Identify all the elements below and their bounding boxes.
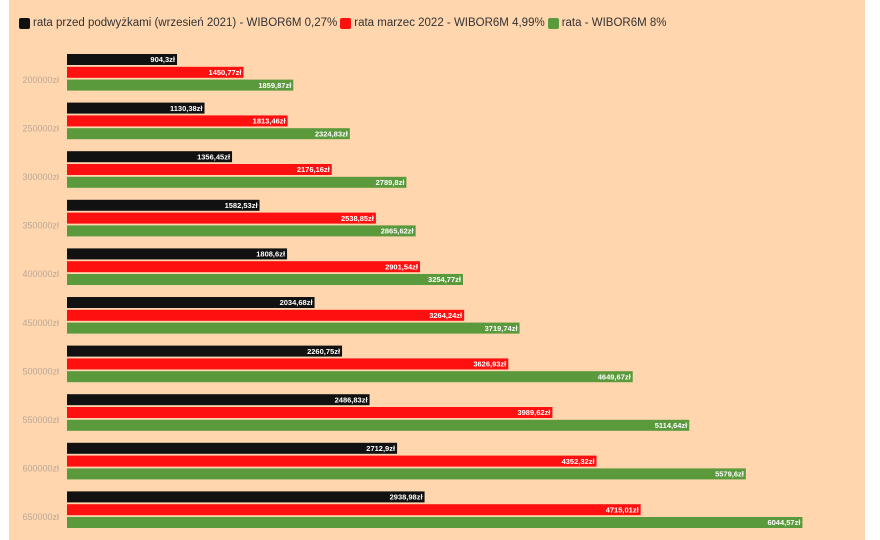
bar-green[interactable] <box>67 274 463 285</box>
category-label: 650000zł <box>22 512 59 522</box>
category-label: 500000zł <box>22 366 59 376</box>
category-label: 200000zł <box>22 75 59 85</box>
bar-value-label: 1130,38zł <box>170 104 203 113</box>
bar-value-label: 6044,57zł <box>767 518 801 527</box>
bar-value-label: 1356,45zł <box>197 152 231 161</box>
legend-label-green: rata - WIBOR6M 8% <box>561 17 667 29</box>
legend-swatch-before <box>19 17 30 29</box>
bar-before[interactable] <box>67 102 205 114</box>
bar-before[interactable] <box>67 442 398 454</box>
bar-green[interactable] <box>67 419 690 431</box>
category-label: 400000zł <box>22 269 59 279</box>
legend-item-before[interactable]: rata przed podwyżkami (wrzesień 2021) - … <box>19 17 337 29</box>
bar-before[interactable] <box>67 345 343 357</box>
bar-value-label: 2865,62zł <box>381 227 415 236</box>
bar-value-label: 2901,54zł <box>385 262 419 271</box>
bar-value-label: 3254,77zł <box>428 275 462 284</box>
legend-swatch-green <box>547 17 559 29</box>
bar-value-label: 1450,77zł <box>209 68 243 77</box>
bar-before[interactable] <box>67 151 233 163</box>
category-label: 450000zł <box>22 318 59 328</box>
category-label: 250000zł <box>22 123 59 133</box>
bar-value-label: 2486,83zł <box>335 395 369 404</box>
bar-value-label: 2324,83zł <box>315 129 349 138</box>
bar-green[interactable] <box>67 225 416 237</box>
bar-march[interactable] <box>67 455 597 467</box>
bar-before[interactable] <box>67 491 425 503</box>
bar-value-label: 1813,46zł <box>253 117 287 126</box>
bar-value-label: 3626,93zł <box>473 360 507 369</box>
bar-before[interactable] <box>67 248 288 260</box>
chart-legend: rata przed podwyżkami (wrzesień 2021) - … <box>19 14 670 32</box>
legend-swatch-march <box>340 17 352 29</box>
bar-value-label: 1859,87zł <box>258 81 292 90</box>
bar-value-label: 3264,24zł <box>429 311 463 320</box>
bar-march[interactable] <box>67 66 244 78</box>
bar-green[interactable] <box>67 176 407 188</box>
bar-march[interactable] <box>67 504 641 516</box>
bar-value-label: 4715,01zł <box>606 505 640 514</box>
bar-value-label: 2176,16zł <box>297 165 331 174</box>
bar-before[interactable] <box>67 54 178 65</box>
bar-march[interactable] <box>67 115 288 127</box>
bar-march[interactable] <box>67 164 332 175</box>
bar-green[interactable] <box>67 371 633 383</box>
legend-label-before: rata przed podwyżkami (wrzesień 2021) - … <box>33 17 338 29</box>
bar-march[interactable] <box>67 407 553 418</box>
legend-item-march[interactable]: rata marzec 2022 - WIBOR6M 4,99% <box>340 17 545 29</box>
bar-value-label: 1582,53zł <box>225 201 259 210</box>
bar-value-label: 3989,62zł <box>517 408 551 417</box>
bar-march[interactable] <box>67 309 465 321</box>
legend-item-green[interactable]: rata - WIBOR6M 8% <box>547 17 667 29</box>
bar-before[interactable] <box>67 394 370 406</box>
category-label: 600000zł <box>22 464 59 474</box>
bar-value-label: 2034,68zł <box>280 298 314 307</box>
bar-value-label: 2789,8zł <box>376 178 406 187</box>
bar-value-label: 904,3zł <box>150 55 176 64</box>
bar-green[interactable] <box>67 517 803 528</box>
category-label: 300000zł <box>22 172 59 182</box>
bar-value-label: 2712,9zł <box>366 444 396 453</box>
bar-value-label: 5579,6zł <box>715 470 745 479</box>
bar-value-label: 2538,85zł <box>341 214 375 223</box>
bar-green[interactable] <box>67 128 350 140</box>
bar-green[interactable] <box>67 322 520 334</box>
bar-value-label: 1808,6zł <box>256 250 286 259</box>
bar-value-label: 2938,98zł <box>390 493 424 502</box>
category-label: 350000zł <box>22 221 59 231</box>
bar-green[interactable] <box>67 79 294 91</box>
bar-value-label: 4352,32zł <box>562 457 596 466</box>
bar-value-label: 2260,75zł <box>307 347 341 356</box>
category-label: 550000zł <box>22 415 59 425</box>
bar-before[interactable] <box>67 199 260 211</box>
bar-value-label: 5114,64zł <box>655 421 688 430</box>
bar-march[interactable] <box>67 261 421 273</box>
bar-march[interactable] <box>67 358 509 370</box>
bar-value-label: 3719,74zł <box>485 324 519 333</box>
legend-label-march: rata marzec 2022 - WIBOR6M 4,99% <box>354 17 545 29</box>
bar-value-label: 4649,67zł <box>598 372 632 381</box>
bar-before[interactable] <box>67 297 315 308</box>
bar-green[interactable] <box>67 468 746 480</box>
bar-march[interactable] <box>67 212 376 224</box>
